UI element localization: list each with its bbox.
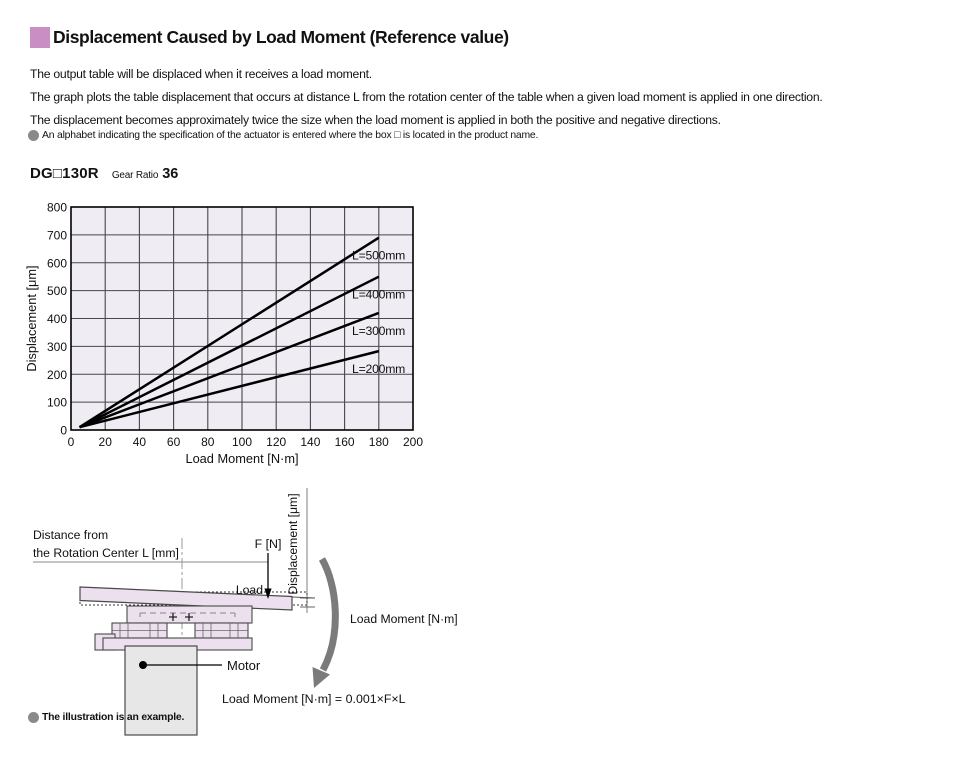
chart-yaxis-title: Displacement [μm] <box>24 265 39 371</box>
gear-ratio-value: 36 <box>162 166 179 182</box>
chart-series-line <box>78 275 380 429</box>
force-label: F [N] <box>255 537 282 551</box>
chart-ytick-label: 300 <box>47 340 67 354</box>
title-accent-square <box>30 27 50 48</box>
displacement-axis-label: Displacement [μm] <box>286 493 300 594</box>
output-table <box>79 586 293 611</box>
intro-line-3: The displacement becomes approximately t… <box>30 113 721 127</box>
product-heading: DG□130R Gear Ratio 36 <box>30 165 178 182</box>
distance-label-line1: Distance from <box>33 528 108 542</box>
chart-xtick-label: 140 <box>300 435 320 449</box>
force-arrowhead-icon <box>264 588 272 599</box>
chart-ytick-label: 700 <box>47 228 67 242</box>
chart-series-label: L=400mm <box>352 288 405 302</box>
note-bullet-icon <box>28 130 39 141</box>
motor-label: Motor <box>227 658 261 673</box>
chart-xtick-label: 160 <box>335 435 355 449</box>
moment-label: Load Moment [N·m] <box>350 612 458 626</box>
displacement-chart: L=500mm L=400mm L=300mm L=200mm 0 20 40 60 80 100… <box>24 201 423 467</box>
table-edge-extension <box>291 596 316 599</box>
spec-note: An alphabet indicating the specification… <box>28 130 538 141</box>
motor-body <box>124 645 198 736</box>
chart-series-label: L=300mm <box>352 324 405 338</box>
chart-xtick-label: 180 <box>369 435 389 449</box>
distance-label-line2: the Rotation Center L [mm] <box>33 546 179 560</box>
chart-xtick-label: 0 <box>68 435 75 449</box>
chart-series-label: L=200mm <box>352 362 405 376</box>
chart-xtick-label: 60 <box>167 435 181 449</box>
chart-xtick-label: 20 <box>99 435 113 449</box>
intro-line-1: The output table will be displaced when … <box>30 67 372 81</box>
chart-xtick-label: 120 <box>266 435 286 449</box>
moment-arc <box>318 557 339 672</box>
chart-ytick-label: 0 <box>60 424 67 438</box>
chart-plot-border <box>70 206 414 431</box>
chart-ytick-label: 800 <box>47 201 67 215</box>
chart-series-label: L=500mm <box>352 249 405 263</box>
spec-note-text: An alphabet indicating the specification… <box>42 130 539 141</box>
product-model: DG□130R <box>30 165 99 182</box>
chart-series-line <box>78 236 380 429</box>
moment-arrowhead-icon <box>312 667 330 688</box>
illustration-note: The illustration is an example. <box>28 712 184 723</box>
bearing-cross-marks <box>169 613 193 621</box>
load-moment-diagram: Distance from the Rotation Center L [mm]… <box>33 488 458 736</box>
chart-xaxis-title: Load Moment [N·m] <box>185 451 298 466</box>
chart-xtick-label: 100 <box>232 435 252 449</box>
moment-formula: Load Moment [N·m] = 0.001×F×L <box>222 692 406 706</box>
note-bullet-icon <box>28 712 39 723</box>
chart-xtick-label: 40 <box>133 435 147 449</box>
illustration-note-text: The illustration is an example. <box>42 712 185 723</box>
page-header: Displacement Caused by Load Moment (Refe… <box>30 27 509 48</box>
gear-ratio-label: Gear Ratio <box>111 170 159 181</box>
chart-ytick-label: 200 <box>47 368 67 382</box>
load-label: Load <box>236 583 263 597</box>
intro-line-2: The graph plots the table displacement t… <box>30 90 823 104</box>
housing-dashed-ends <box>139 613 236 619</box>
chart-xtick-label: 200 <box>403 435 423 449</box>
chart-ytick-label: 400 <box>47 312 67 326</box>
chart-ytick-label: 100 <box>47 396 67 410</box>
chart-series-line <box>79 311 380 429</box>
chart-series-line <box>79 349 380 429</box>
chart-xtick-label: 80 <box>201 435 215 449</box>
chart-ytick-label: 600 <box>47 256 67 270</box>
page-title: Displacement Caused by Load Moment (Refe… <box>53 27 509 47</box>
chart-ytick-label: 500 <box>47 284 67 298</box>
